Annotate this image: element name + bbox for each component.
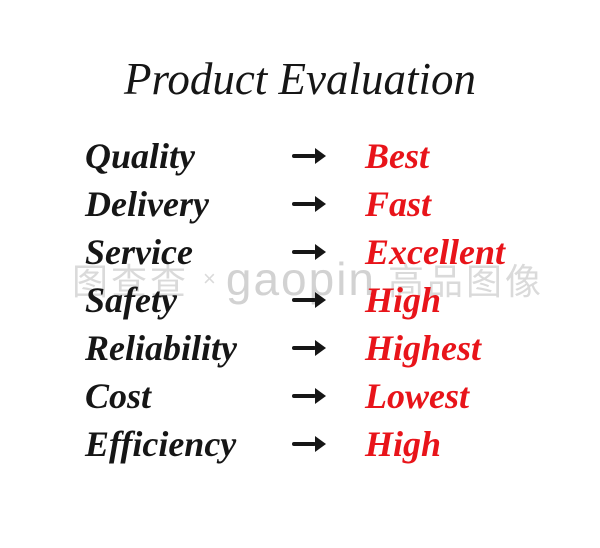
row-label: Safety xyxy=(85,280,177,320)
row-value: Best xyxy=(365,136,430,176)
row-label: Service xyxy=(85,232,193,272)
evaluation-row: Service Excellent xyxy=(0,228,600,276)
row-value: Lowest xyxy=(365,376,469,416)
arrow-right-icon xyxy=(292,387,326,405)
evaluation-rows: Quality Best Delivery Fast Service Excel… xyxy=(0,132,600,468)
evaluation-row: Delivery Fast xyxy=(0,180,600,228)
arrow-right-icon xyxy=(292,243,326,261)
row-label: Reliability xyxy=(85,328,237,368)
arrow-right-icon xyxy=(292,147,326,165)
evaluation-row: Quality Best xyxy=(0,132,600,180)
row-label: Cost xyxy=(85,376,152,416)
evaluation-row: Efficiency High xyxy=(0,420,600,468)
evaluation-row: Reliability Highest xyxy=(0,324,600,372)
row-value: High xyxy=(365,280,442,320)
evaluation-row: Cost Lowest xyxy=(0,372,600,420)
row-value: Highest xyxy=(365,328,482,368)
row-value: High xyxy=(365,424,442,464)
arrow-right-icon xyxy=(292,195,326,213)
evaluation-row: Safety High xyxy=(0,276,600,324)
row-value: Excellent xyxy=(365,232,505,272)
row-value: Fast xyxy=(365,184,432,224)
row-label: Efficiency xyxy=(85,424,237,464)
arrow-right-icon xyxy=(292,339,326,357)
arrow-right-icon xyxy=(292,435,326,453)
arrow-right-icon xyxy=(292,291,326,309)
diagram-title: Product Evaluation xyxy=(123,54,477,104)
row-label: Quality xyxy=(85,136,196,176)
row-label: Delivery xyxy=(85,184,209,224)
